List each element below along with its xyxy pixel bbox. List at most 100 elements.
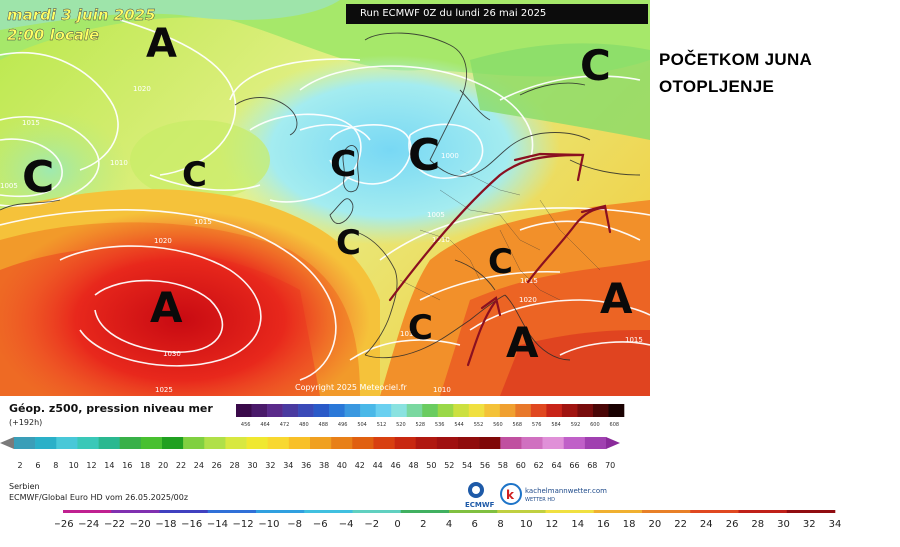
forecast-time: 2:00 locale [7, 26, 100, 44]
geopotential-tick: 512 [377, 422, 387, 428]
isobar-label: 1015 [22, 119, 40, 127]
high-pressure-marker: A [150, 283, 183, 332]
geopotential-swatch [468, 404, 485, 417]
bottom-scale-tick: 34 [829, 519, 842, 530]
bottom-scale-swatch [352, 510, 402, 513]
temperature-tick: 62 [534, 461, 544, 470]
bottom-scale-swatch [111, 510, 160, 513]
low-pressure-marker: C [408, 130, 440, 181]
bottom-scale-tick: −14 [207, 519, 228, 530]
scale-right-arrow [606, 437, 620, 449]
temperature-swatch [98, 437, 121, 449]
bottom-scale-tick: 30 [777, 519, 790, 530]
isobar-label: 1015 [400, 330, 418, 338]
temperature-tick: 50 [426, 461, 436, 470]
temperature-swatch [500, 437, 522, 449]
bottom-scale-swatch [738, 510, 788, 513]
bottom-scale-swatch [786, 510, 836, 513]
bottom-scale-swatch [400, 510, 450, 513]
temperature-tick: 6 [35, 461, 40, 470]
isobar-label: 1020 [519, 296, 537, 304]
logos: ECMWF k kachelmannwetter.com WETTER HD [463, 480, 633, 514]
temperature-tick: 26 [212, 461, 222, 470]
temperature-swatch [288, 437, 311, 449]
bottom-scale-swatch [642, 510, 691, 513]
geopotential-tick: 504 [357, 422, 367, 428]
temperature-tick: 70 [605, 461, 615, 470]
bottom-scale-tick: 26 [726, 519, 739, 530]
high-pressure-marker: A [146, 21, 177, 67]
arrow-east-head [580, 204, 612, 234]
bottom-scale-tick: −8 [287, 519, 302, 530]
bottom-scale-tick: 22 [674, 519, 687, 530]
temperature-swatch [77, 437, 99, 449]
arrow-south [466, 300, 497, 367]
low-pressure-marker: C [182, 155, 207, 195]
temperature-tick: 52 [444, 461, 454, 470]
bottom-scale-tick: 32 [803, 519, 816, 530]
geopotential-scale: 456 464 472 480 488 496 504 512 520 528 536 544 552 5… [236, 404, 636, 434]
temperature-swatch [331, 437, 353, 449]
geopotential-swatch [298, 404, 314, 417]
isobar-label: 1005 [427, 211, 445, 219]
low-pressure-marker: C [22, 152, 54, 203]
temperature-swatch [35, 437, 57, 449]
temperature-tick: 18 [140, 461, 150, 470]
geopotential-tick: 520 [396, 422, 406, 428]
geopotential-swatch [577, 404, 594, 417]
geopotential-tick: 592 [571, 422, 581, 428]
temperature-swatch [225, 437, 247, 449]
svg-text:k: k [506, 488, 515, 502]
isobar-label: 1020 [133, 85, 151, 93]
model-info: Serbien ECMWF/Global Euro HD vom 26.05.2… [9, 481, 188, 503]
bottom-scale-tick: −10 [258, 519, 279, 530]
bottom-scale-tick: 28 [751, 519, 764, 530]
bottom-scale-swatch [63, 510, 112, 513]
temperature-tick: 40 [337, 461, 347, 470]
isobar-label: 1015 [194, 218, 212, 226]
geopotential-swatch [530, 404, 547, 417]
geopotential-swatch [422, 404, 439, 417]
geopotential-tick: 472 [280, 422, 290, 428]
arrow-south-head [480, 296, 502, 317]
forecast-date: mardi 3 juin 2025 2:00 locale [7, 6, 156, 44]
temperature-tick: 48 [408, 461, 418, 470]
isobar-label: 1030 [163, 350, 181, 358]
temperature-tick: 12 [86, 461, 96, 470]
bottom-scale-swatch [690, 510, 739, 513]
geopotential-map: 1020 1015 1010 1005 1015 1020 1030 1025 … [0, 0, 650, 396]
bottom-scale-tick: 2 [420, 519, 426, 530]
temperature-tick: 24 [194, 461, 204, 470]
temperature-swatch [394, 437, 417, 449]
bottom-scale-tick: 24 [700, 519, 713, 530]
temperature-swatch [119, 437, 142, 449]
bottom-scale-tick: 4 [446, 519, 452, 530]
bottom-scale-tick: −22 [104, 519, 125, 530]
logo-group: ECMWF k kachelmannwetter.com WETTER HD [465, 482, 607, 509]
bottom-scale-swatch [207, 510, 257, 513]
bottom-scale-tick: −12 [233, 519, 254, 530]
temperature-swatch [415, 437, 438, 449]
country-label: Serbien [9, 482, 40, 491]
geopotential-tick: 536 [435, 422, 445, 428]
model-run-label: Run ECMWF 0Z du lundi 26 mai 2025 [346, 4, 648, 24]
geopotential-tick: 456 [241, 422, 251, 428]
bottom-scale-swatch [449, 510, 498, 513]
bottom-scale-tick: 18 [623, 519, 636, 530]
geopotential-tick: 600 [590, 422, 600, 428]
isobar-label: 1020 [154, 237, 172, 245]
headline-line2: OTOPLJENJE [659, 77, 775, 96]
low-pressure-marker: C [408, 308, 433, 348]
high-pressure-marker: A [600, 274, 633, 323]
bottom-scale-swatch [497, 510, 546, 513]
temperature-tick: 54 [462, 461, 472, 470]
isobar-label: 1010 [110, 159, 128, 167]
geopotential-tick: 544 [454, 422, 464, 428]
geopotential-swatch [484, 404, 501, 417]
geopotential-swatch [313, 404, 330, 417]
arrow-west-head [513, 152, 585, 182]
geopotential-tick: 496 [338, 422, 348, 428]
bottom-scale-tick: 20 [649, 519, 662, 530]
temperature-tick: 68 [587, 461, 597, 470]
geopotential-swatch [236, 404, 252, 417]
